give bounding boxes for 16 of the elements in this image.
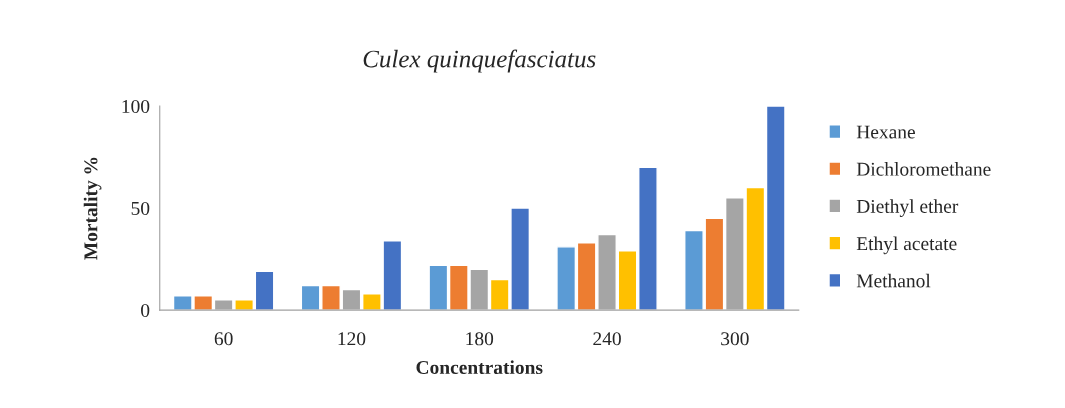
legend-label: Diethyl ether: [856, 199, 959, 217]
x-tick-label: 180: [466, 332, 494, 346]
legend-label: Hexane: [856, 125, 915, 139]
y-tick-label: 50: [131, 201, 150, 216]
y-tick-label: 100: [122, 99, 150, 114]
x-tick-label: 300: [721, 332, 749, 346]
x-tick-label: 120: [338, 332, 366, 346]
chart-title: Culex quinquefasciatus: [363, 49, 596, 73]
y-tick-label: 0: [141, 303, 150, 318]
x-tick-label: 240: [593, 332, 621, 346]
x-tick-label: 60: [214, 332, 233, 346]
legend-label: Ethyl acetate: [856, 236, 957, 255]
legend-label: Methanol: [856, 273, 931, 288]
legend-label: Dichloromethane: [856, 162, 991, 176]
x-axis-title: Concentrations: [416, 360, 543, 375]
y-axis-title: Mortality %: [83, 157, 102, 260]
